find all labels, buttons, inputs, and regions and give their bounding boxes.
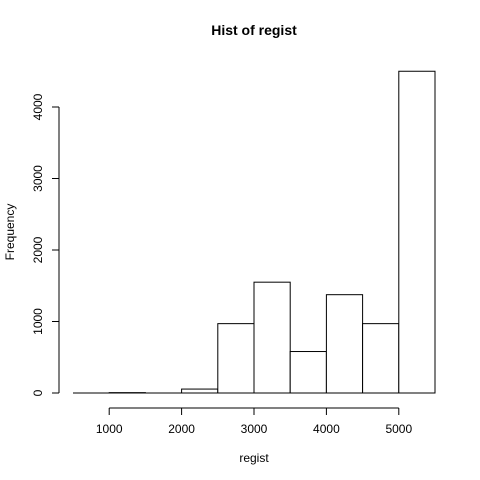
y-tick-label: 0 [31, 389, 45, 396]
y-tick-label: 2000 [31, 236, 45, 263]
bars-group [73, 70, 436, 394]
histogram-bar-6 [289, 351, 327, 394]
y-axis-label: Frequency [3, 204, 17, 261]
y-axis: 0 1000 2000 3000 4000 [31, 93, 60, 396]
x-axis: 1000 2000 3000 4000 5000 [96, 407, 412, 436]
x-tick-label: 5000 [385, 422, 412, 436]
y-tick-label: 1000 [31, 308, 45, 335]
y-tick-label: 3000 [31, 165, 45, 192]
x-tick-label: 3000 [241, 422, 268, 436]
x-tick-label: 1000 [96, 422, 123, 436]
chart-title: Hist of regist [211, 22, 297, 38]
histogram-bar-9 [398, 70, 436, 394]
x-axis-label: regist [239, 451, 269, 465]
x-tick-label: 4000 [313, 422, 340, 436]
histogram-bar-8 [362, 323, 400, 394]
y-tick-label: 4000 [31, 93, 45, 120]
histogram-bar-3 [181, 388, 219, 394]
x-tick-label: 2000 [168, 422, 195, 436]
histogram-bar-4 [217, 323, 255, 394]
histogram-bar-5 [253, 281, 291, 394]
histogram-bar-7 [325, 294, 364, 394]
